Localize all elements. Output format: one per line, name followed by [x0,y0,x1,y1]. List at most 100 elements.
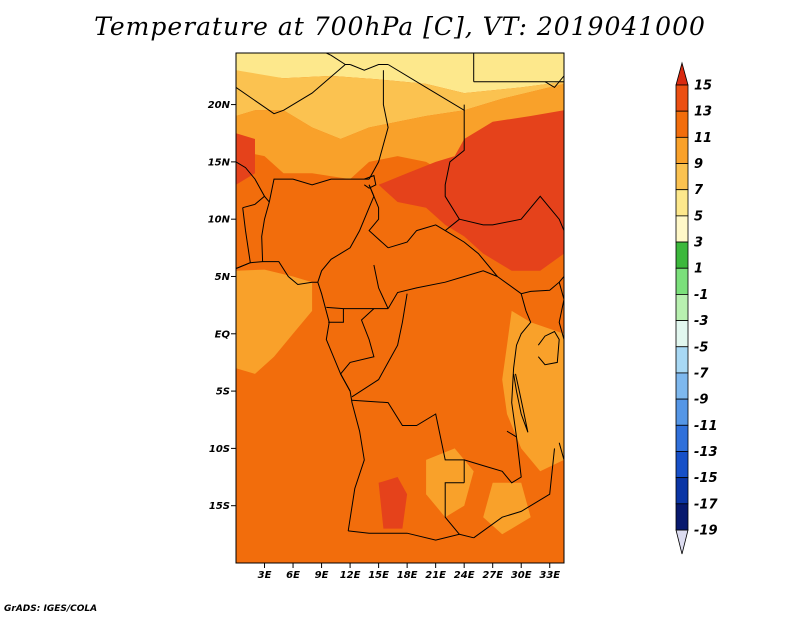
colorbar-swatch-9 [675,136,689,164]
lat-tick-label-5N: 5N [215,272,231,283]
temperature-fill [236,53,564,563]
colorbar-label-7: 7 [694,183,704,198]
colorbar-swatch-5 [675,189,689,217]
colorbar-swatch--15 [675,451,689,479]
colorbar-swatch-11 [675,110,689,138]
colorbar-swatch--3 [675,294,689,321]
border-zambia-east [473,448,555,539]
colorbar-label--11: -11 [694,419,718,434]
border-benin-burkina [242,195,265,209]
colorbar-swatch--1 [675,267,689,295]
colorbar-label-15: 15 [694,79,712,94]
country-borders [236,53,564,541]
colorbar-swatch--19 [675,503,689,531]
border-drc-angola [351,399,465,483]
fill-region-0 [236,53,564,94]
colorbar-swatch--9 [675,372,689,400]
border-uganda-kenya [558,282,564,340]
border-burkina-niger [236,161,270,203]
border-eq-guinea-gabon [328,308,344,323]
colorbar-label--5: -5 [694,340,708,355]
lat-tick-label-15S: 15S [209,501,230,512]
colorbar-label--7: -7 [694,366,709,381]
colorbar-label-11: 11 [694,131,712,146]
colorbar-swatch--7 [675,346,689,374]
colorbar-swatch--11 [675,398,689,426]
border-south-sudan-sudan [459,195,564,231]
lon-tick-label-30E: 30E [511,570,532,581]
border-angola-zambia [444,482,465,535]
lon-tick-label-15E: 15E [368,570,389,581]
border-niger-nigeria [268,178,370,203]
colorbar-label-3: 3 [694,236,703,251]
border-nigeria-cameroon [317,184,375,283]
lon-tick-label-24E: 24E [454,570,475,581]
colorbar-label--17: -17 [694,497,718,512]
lon-tick-label-12E: 12E [340,570,361,581]
fill-region-3 [236,269,313,374]
border-cameroon-car [373,264,389,309]
border-car-congo-drc [387,270,498,309]
border-cameroon-chad [368,184,389,249]
map-frame [235,52,565,564]
border-angola-namibia [348,530,474,541]
border-coast-gulf [236,261,318,286]
border-benin-togo [242,207,251,263]
lon-tick-label-3E: 3E [258,570,272,581]
lon-tick-label-33E: 33E [539,570,560,581]
colorbar-label--13: -13 [694,445,718,460]
border-south-sudan-drc-uganda [497,276,564,295]
page-title: Temperature at 700hPa [C], VT: 201904100… [94,12,706,41]
colorbar-top-arrow [675,61,689,86]
colorbar-label--1: -1 [694,288,708,303]
lon-tick-label-27E: 27E [482,570,503,581]
lat-tick-label-EQ: EQ [215,329,231,340]
border-lake-victoria [537,330,560,366]
fill-region-8 [236,133,255,185]
lat-tick-label-20N: 20N [208,100,231,111]
colorbar-swatch-13 [675,84,689,112]
fill-region-7 [378,110,564,271]
border-mali-algeria [236,86,284,115]
lat-tick-label-10S: 10S [209,444,230,455]
border-drc-east [511,293,532,437]
colorbar-swatch--17 [675,477,689,505]
lat-tick-label-15N: 15N [208,157,231,168]
border-lake-tanganyika [513,373,529,433]
fill-region-9 [378,477,408,529]
border-lake-chad [364,174,377,189]
colorbar-swatch-1 [675,241,689,269]
colorbar-label-9: 9 [694,157,703,172]
lon-tick-label-21E: 21E [425,570,446,581]
lon-tick-label-6E: 6E [286,570,300,581]
colorbar-label-5: 5 [694,209,703,224]
lon-tick-label-18E: 18E [397,570,418,581]
border-benin-nigeria [261,201,270,262]
border-car-chad [387,224,446,249]
border-algeria-libya [326,53,346,65]
fill-region-6 [483,482,531,535]
axis-ticks: 3E 6E 9E 12E 15E 18E 21E 24E 27E 30E 33E 20N 15N 10N 5… [208,100,561,581]
border-car-sudan [444,230,498,277]
border-niger-chad [368,70,389,180]
colorbar-label--15: -15 [694,471,718,486]
lon-tick-label-9E: 9E [315,570,329,581]
colorbar-label--19: -19 [694,524,718,539]
colorbar-swatch-3 [675,215,689,243]
colorbar-swatch--5 [675,320,689,348]
border-red-sea-coast [544,75,564,89]
colorbar-bottom-arrow [675,529,689,555]
colorbar-label-1: 1 [694,262,703,277]
fill-region-4 [502,310,564,472]
border-coast-west [317,282,365,531]
border-niger-libya-chad [349,64,389,71]
border-libya-sudan [387,64,465,112]
colorbar-swatch-7 [675,163,689,191]
colorbar-label--3: -3 [694,314,708,329]
border-algeria-niger [283,64,351,111]
lat-tick-label-10N: 10N [208,215,231,226]
border-congo-drc [351,293,408,398]
border-cameroon-gabon-eqguinea [326,306,389,310]
border-lake-malawi [558,442,564,483]
